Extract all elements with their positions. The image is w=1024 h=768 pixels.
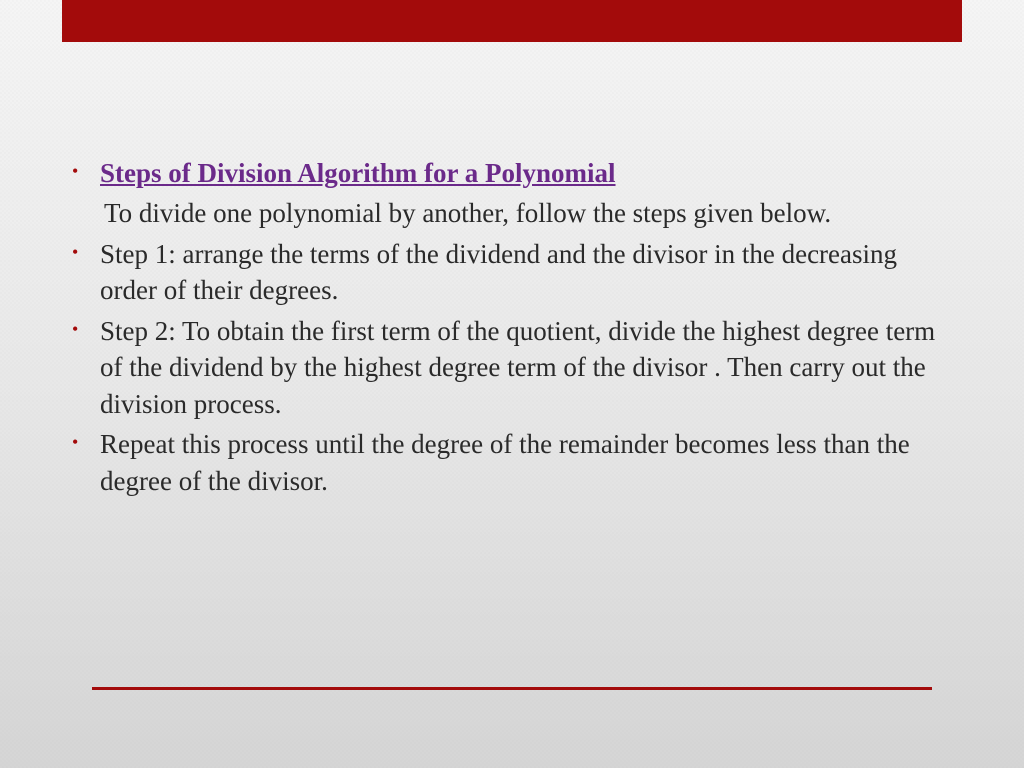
slide-content: • Steps of Division Algorithm for a Poly… <box>72 155 952 503</box>
intro-text: To divide one polynomial by another, fol… <box>104 195 952 231</box>
top-accent-bar <box>62 0 962 42</box>
bullet-icon: • <box>72 319 82 340</box>
step-text: Step 1: arrange the terms of the dividen… <box>100 236 952 309</box>
list-item: • Steps of Division Algorithm for a Poly… <box>72 155 952 191</box>
step-text: Step 2: To obtain the first term of the … <box>100 313 952 422</box>
step-text: Repeat this process until the degree of … <box>100 426 952 499</box>
list-item: • Step 1: arrange the terms of the divid… <box>72 236 952 309</box>
list-item: • Step 2: To obtain the first term of th… <box>72 313 952 422</box>
list-item: • Repeat this process until the degree o… <box>72 426 952 499</box>
bullet-icon: • <box>72 242 82 263</box>
bullet-icon: • <box>72 432 82 453</box>
title-link: Steps of Division Algorithm for a Polyno… <box>100 158 616 188</box>
bullet-icon: • <box>72 161 82 182</box>
bottom-accent-line <box>92 687 932 690</box>
